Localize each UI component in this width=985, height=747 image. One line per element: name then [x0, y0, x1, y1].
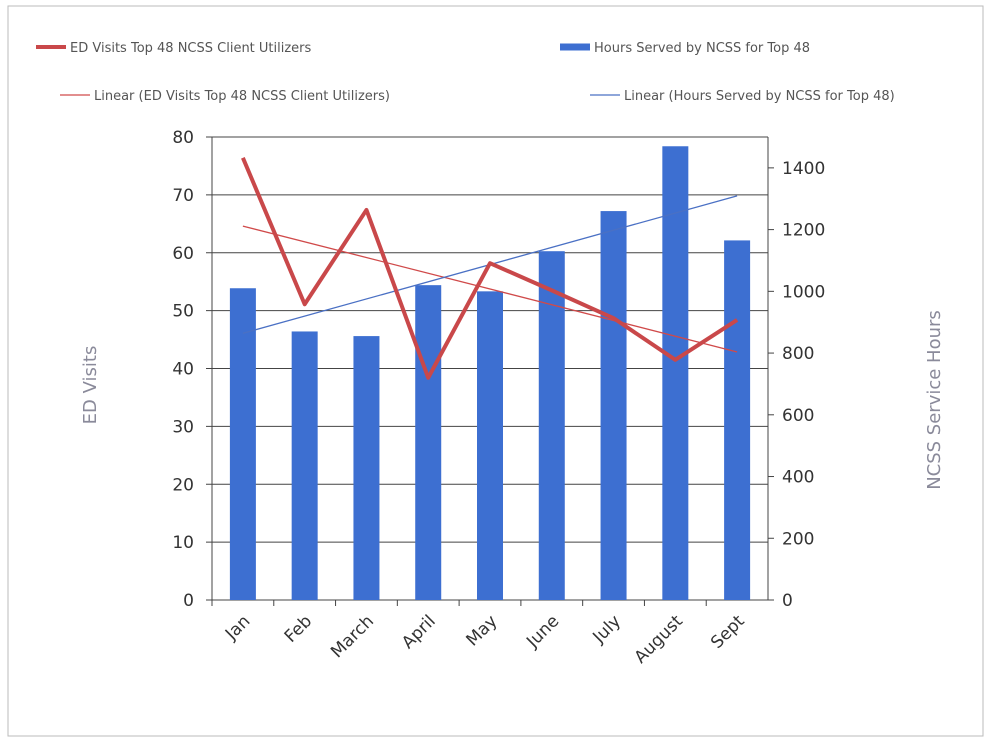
bar: [477, 291, 503, 600]
legend-label: Linear (ED Visits Top 48 NCSS Client Uti…: [94, 89, 390, 104]
bar: [600, 211, 627, 600]
y2-tick-label: 1400: [782, 159, 825, 179]
y-tick-label: 30: [172, 417, 194, 437]
bar: [538, 251, 565, 600]
y-axis-title: ED Visits: [80, 346, 101, 425]
y2-tick-label: 1000: [782, 282, 825, 302]
bar: [415, 285, 442, 600]
y2-tick-label: 1200: [782, 221, 825, 241]
y2-tick-label: 400: [782, 468, 814, 488]
trendline: [242, 225, 738, 353]
y-tick-label: 60: [172, 244, 194, 264]
line: [241, 157, 739, 380]
legend-label: Linear (Hours Served by NCSS for Top 48): [624, 89, 895, 104]
y-tick-label: 80: [172, 128, 194, 148]
y-tick-label: 70: [172, 186, 194, 206]
y2-tick-label: 0: [782, 591, 793, 611]
y-tick-label: 50: [172, 302, 194, 322]
y-tick-label: 40: [172, 360, 194, 380]
bar: [291, 331, 318, 600]
bar: [353, 336, 380, 600]
y-tick-label: 10: [172, 533, 194, 553]
y2-tick-label: 800: [782, 344, 814, 364]
y2-tick-label: 600: [782, 406, 814, 426]
bar: [724, 240, 751, 601]
legend-label: ED Visits Top 48 NCSS Client Utilizers: [70, 41, 312, 56]
y2-tick-label: 200: [782, 529, 814, 549]
legend-label: Hours Served by NCSS for Top 48: [594, 41, 810, 56]
bar: [229, 288, 256, 600]
y-tick-label: 0: [183, 591, 194, 611]
y2-axis-title: NCSS Service Hours: [924, 310, 945, 490]
bar: [662, 146, 689, 600]
y-tick-label: 20: [172, 475, 194, 495]
